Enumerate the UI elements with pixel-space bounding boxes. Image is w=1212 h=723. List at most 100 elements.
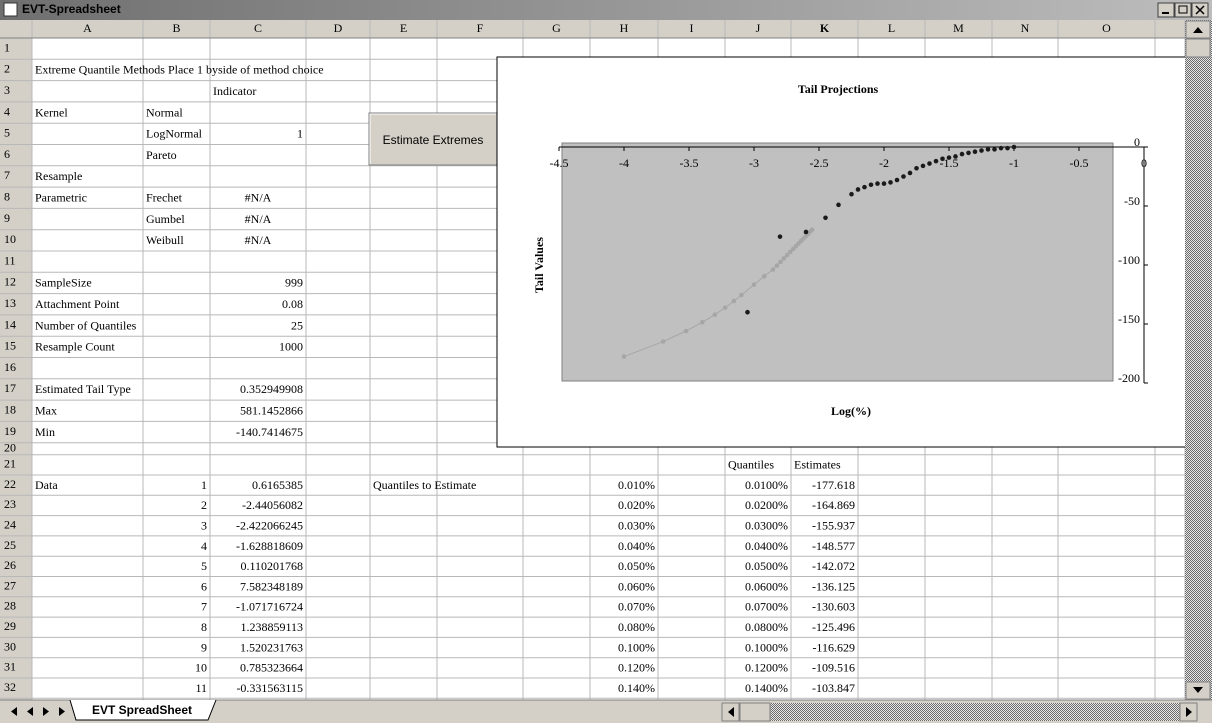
cell: -116.629 bbox=[812, 640, 855, 654]
cell: #N/A bbox=[245, 191, 272, 205]
data-point bbox=[849, 191, 854, 197]
data-point bbox=[803, 229, 809, 235]
cell: SampleSize bbox=[35, 276, 92, 290]
cell: Quantiles to Estimate bbox=[373, 478, 476, 492]
row-header: 18 bbox=[4, 403, 16, 417]
data-point bbox=[722, 305, 728, 310]
data-point bbox=[888, 180, 893, 185]
cell: Resample Count bbox=[35, 340, 115, 354]
cell: 9 bbox=[201, 640, 207, 654]
minimize-button[interactable] bbox=[1157, 2, 1175, 18]
data-point bbox=[781, 256, 787, 261]
data-point bbox=[660, 339, 666, 344]
data-point bbox=[985, 147, 991, 152]
row-header: 23 bbox=[4, 497, 16, 511]
column-header: B bbox=[172, 21, 180, 35]
cell: 0.070% bbox=[618, 600, 655, 614]
cell: -103.847 bbox=[812, 681, 855, 695]
cell: Estimates bbox=[794, 458, 841, 472]
x-tick-label: -4.5 bbox=[550, 156, 569, 170]
sheet-tab[interactable] bbox=[69, 699, 217, 721]
cell: 1 bbox=[201, 478, 207, 492]
y-axis-title: Tail Values bbox=[532, 237, 546, 293]
close-glyph bbox=[1195, 5, 1205, 15]
data-point bbox=[901, 174, 906, 179]
cell: 4 bbox=[201, 539, 207, 553]
row-header-bar bbox=[0, 38, 32, 700]
data-point bbox=[940, 156, 945, 162]
cell: -1.071716724 bbox=[236, 600, 303, 614]
cell: 0.0400% bbox=[745, 539, 788, 553]
tab-nav-arrow bbox=[27, 707, 33, 716]
cell: LogNormal bbox=[146, 127, 203, 141]
data-point bbox=[699, 320, 705, 325]
data-point bbox=[966, 150, 971, 156]
cell: 0.1400% bbox=[745, 681, 788, 695]
column-header: L bbox=[888, 21, 895, 35]
cell: -2.44056082 bbox=[242, 498, 303, 512]
column-header: N bbox=[1021, 21, 1030, 35]
cell: 1000 bbox=[279, 340, 303, 354]
cell: -0.331563115 bbox=[236, 681, 303, 695]
h-scroll-thumb[interactable] bbox=[739, 702, 771, 722]
data-point bbox=[914, 165, 919, 171]
cell: 10 bbox=[195, 661, 207, 675]
data-point bbox=[1005, 145, 1010, 151]
column-header: M bbox=[953, 21, 964, 35]
x-tick-label: -0.5 bbox=[1070, 156, 1089, 170]
row-header: 25 bbox=[4, 538, 16, 552]
y-tick-label: 0 bbox=[1134, 135, 1140, 149]
row-header: 28 bbox=[4, 599, 16, 613]
data-point bbox=[907, 170, 913, 176]
x-tick-label: -3 bbox=[749, 156, 759, 170]
row-header: 2 bbox=[4, 62, 10, 76]
cell: 8 bbox=[201, 620, 207, 634]
cell: 0.060% bbox=[618, 579, 655, 593]
cell: 0.6165385 bbox=[252, 478, 303, 492]
cell: 0.0600% bbox=[745, 579, 788, 593]
cell: Pareto bbox=[146, 148, 177, 162]
data-point bbox=[953, 154, 958, 159]
row-header: 29 bbox=[4, 619, 16, 633]
row-header: 15 bbox=[4, 339, 16, 353]
column-header: F bbox=[477, 21, 484, 35]
data-point bbox=[745, 309, 750, 315]
data-point bbox=[855, 187, 861, 192]
tab-nav-arrow bbox=[43, 707, 49, 716]
cell: Min bbox=[35, 425, 55, 439]
y-tick-label: -150 bbox=[1118, 312, 1140, 326]
cell: Attachment Point bbox=[35, 297, 120, 311]
cell: 0.110201768 bbox=[240, 559, 303, 573]
restore-button[interactable] bbox=[1174, 2, 1192, 18]
cell: 0.120% bbox=[618, 661, 655, 675]
data-point bbox=[894, 177, 900, 183]
cell: 0.080% bbox=[618, 620, 655, 634]
cell: Normal bbox=[146, 105, 183, 119]
row-header: 10 bbox=[4, 232, 16, 246]
row-header: 4 bbox=[4, 104, 10, 118]
y-tick-label: -50 bbox=[1124, 194, 1140, 208]
cell: -177.618 bbox=[812, 478, 855, 492]
column-header: A bbox=[83, 21, 92, 35]
data-point bbox=[927, 161, 932, 166]
data-point bbox=[761, 273, 767, 279]
data-point bbox=[933, 158, 939, 164]
cell: 0.1200% bbox=[745, 661, 788, 675]
cell: 7.582348189 bbox=[240, 579, 303, 593]
app-icon bbox=[3, 2, 18, 17]
column-header: H bbox=[620, 21, 629, 35]
row-header: 5 bbox=[4, 126, 10, 140]
cell: -136.125 bbox=[812, 579, 855, 593]
cell: 0.352949908 bbox=[240, 382, 303, 396]
column-header: E bbox=[400, 21, 407, 35]
cell: 11 bbox=[195, 681, 207, 695]
macro-button[interactable] bbox=[368, 112, 498, 166]
down-arrow bbox=[1193, 687, 1203, 693]
cell: -142.072 bbox=[812, 559, 855, 573]
cell: Quantiles bbox=[728, 458, 774, 472]
scroll-thumb[interactable] bbox=[1185, 38, 1211, 58]
x-tick-label: -2.5 bbox=[810, 156, 829, 170]
data-point bbox=[972, 149, 978, 155]
cell: Kernel bbox=[35, 105, 68, 119]
